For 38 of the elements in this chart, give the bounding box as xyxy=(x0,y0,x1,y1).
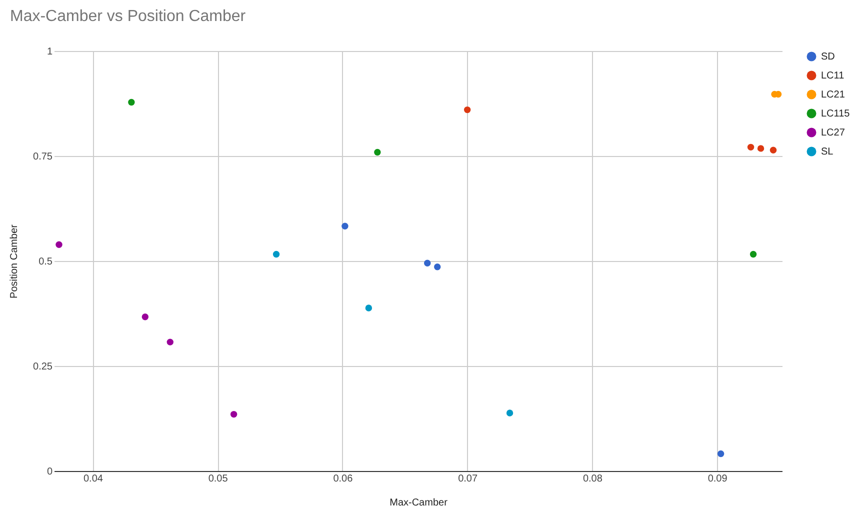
legend-label: LC27 xyxy=(821,128,846,138)
y-tick-label: 1 xyxy=(46,46,53,58)
x-tick-label: 0.04 xyxy=(83,474,104,484)
point xyxy=(750,250,757,258)
y-tick-label: 0.75 xyxy=(33,152,53,162)
legend-label: SL xyxy=(821,146,834,158)
point xyxy=(757,145,764,152)
point xyxy=(272,250,280,258)
point xyxy=(142,314,149,320)
x-tick-label: 0.08 xyxy=(582,474,603,484)
point xyxy=(424,260,431,266)
point xyxy=(464,106,471,114)
point xyxy=(717,450,724,458)
point xyxy=(506,410,514,416)
point xyxy=(770,146,777,154)
chart-title: Max-Camber vs Position Camber xyxy=(10,8,246,25)
legend-label: LC11 xyxy=(821,70,845,82)
x-tick-label: 0.09 xyxy=(708,474,728,484)
point xyxy=(166,338,174,346)
point xyxy=(374,148,381,156)
point xyxy=(747,144,754,151)
y-tick-label: 0.5 xyxy=(38,256,53,268)
y-tick-label: 0 xyxy=(46,466,53,478)
legend-label: LC21 xyxy=(821,90,846,100)
x-axis-title: Max-Camber xyxy=(390,498,448,508)
legend-label: LC115 xyxy=(821,108,850,120)
y-axis-title: Position Camber xyxy=(9,224,20,298)
point xyxy=(434,264,441,270)
y-tick-label: 0.25 xyxy=(33,362,53,372)
x-tick-label: 0.07 xyxy=(458,474,478,484)
point xyxy=(128,98,135,106)
point xyxy=(230,410,238,418)
x-tick-label: 0.06 xyxy=(333,474,354,484)
legend-label: SD xyxy=(821,52,835,62)
x-tick-label: 0.05 xyxy=(208,474,228,484)
point xyxy=(365,304,372,312)
point xyxy=(56,241,62,248)
point xyxy=(342,222,348,230)
